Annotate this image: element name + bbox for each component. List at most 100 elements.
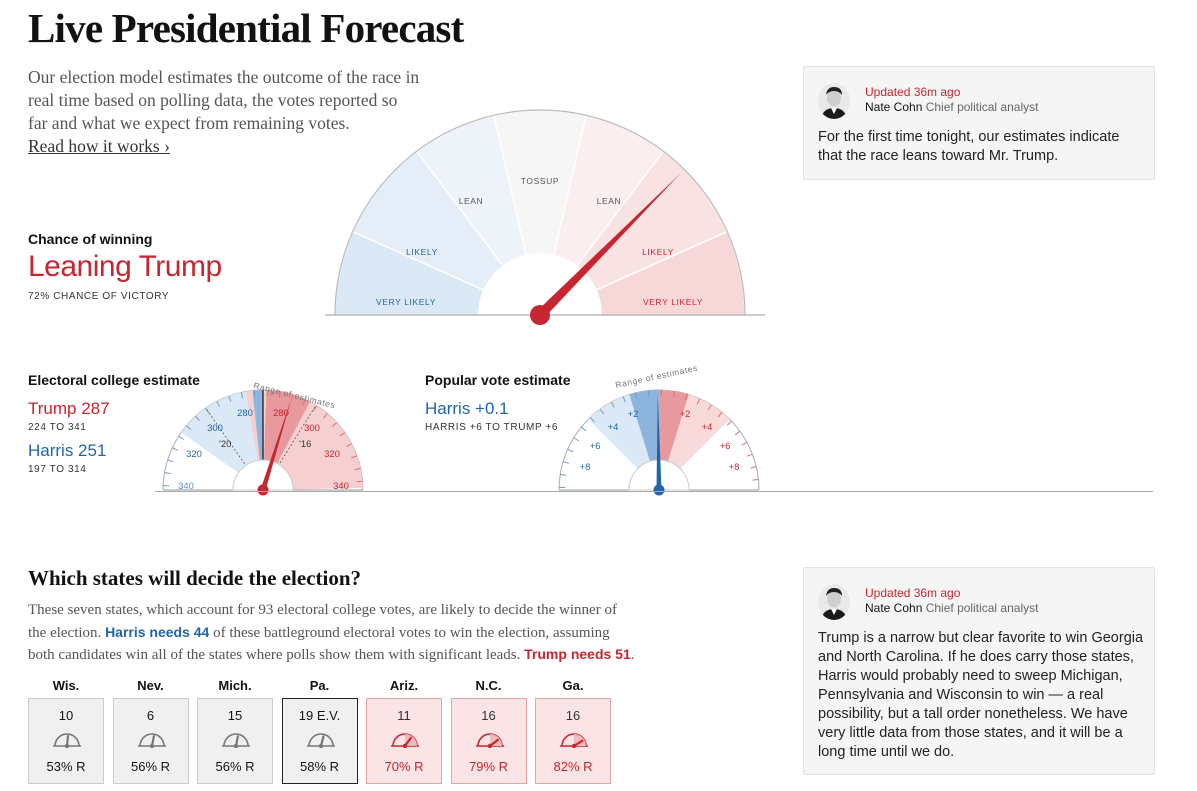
ec-harris-range xyxy=(181,390,263,473)
state-name: Pa. xyxy=(309,678,330,693)
state-name: Nev. xyxy=(137,678,164,693)
state-probability: 58% R xyxy=(299,759,340,774)
state-probability: 56% R xyxy=(215,759,255,774)
pv-tick-mark xyxy=(746,453,753,457)
state-electoral-votes: 6 xyxy=(146,708,155,723)
trump-needs: Trump needs 51 xyxy=(524,646,631,662)
state-card[interactable]: 15 56% R xyxy=(197,698,273,784)
electoral-harris-range: 197 TO 314 xyxy=(28,464,87,475)
mini-gauge-arc xyxy=(54,733,80,747)
intro-line: far and what we expect from remaining vo… xyxy=(28,113,350,133)
pv-tick-dem-8: +8 xyxy=(580,462,591,473)
desc-line: the election. Harris needs 44 of these b… xyxy=(28,622,698,645)
author-avatar xyxy=(818,83,850,119)
range-of-estimates-label: Range of estimates xyxy=(614,363,698,390)
state-card[interactable]: 10 53% R xyxy=(28,698,104,784)
ec-tick-mark xyxy=(228,395,232,402)
pv-tick-mark xyxy=(734,430,741,436)
state-probability: 70% R xyxy=(384,759,424,774)
intro-line: real time based on polling data, the vot… xyxy=(28,90,398,110)
ec-tick-mark xyxy=(290,394,294,401)
author-name: Nate Cohn xyxy=(865,100,923,114)
ec-harris-core xyxy=(252,390,263,461)
ec-tick-mark xyxy=(164,472,171,475)
state-mini-gauge xyxy=(560,733,588,748)
pv-tick-dem-2: +2 xyxy=(628,409,639,420)
gauge-needle xyxy=(536,173,681,319)
pv-trump-core xyxy=(659,390,689,462)
author-name: Nate Cohn xyxy=(865,601,923,615)
electoral-trump-range: 224 TO 341 xyxy=(28,422,87,433)
desc-line: both candidates win all of the states wh… xyxy=(28,644,698,667)
sector-label-tossup: TOSSUP xyxy=(521,176,559,186)
pv-tick-mark xyxy=(648,390,650,397)
popular-heading: Popular vote estimate xyxy=(425,372,571,388)
pv-needle-pivot xyxy=(653,484,665,496)
state-card[interactable]: 16 79% R xyxy=(450,698,527,784)
pv-tick-dem-6: +6 xyxy=(590,441,601,452)
chance-heading: Chance of winning xyxy=(28,231,153,247)
state-card[interactable]: 11 70% R xyxy=(366,698,442,784)
intro-text: Our election model estimates the outcome… xyxy=(28,66,468,158)
pv-tick-mark xyxy=(741,441,748,446)
mini-gauge-arc xyxy=(307,733,334,747)
state-mini-gauge xyxy=(475,733,504,748)
pv-tick-mark xyxy=(599,408,605,415)
ec-needle-pivot xyxy=(257,484,269,496)
desc-line: These seven states, which account for 93… xyxy=(28,602,617,618)
sector-label-lean-rep: LEAN xyxy=(597,196,622,206)
popular-vote-gauge: Range of estimates +2 +4 +6 +8 +2 +4 +6 … xyxy=(558,363,760,496)
ec-tick-mark xyxy=(253,390,256,397)
state-mini-gauge xyxy=(306,733,335,748)
ec-tick-mark xyxy=(302,399,306,406)
pv-tick-mark xyxy=(580,426,587,432)
desc-text: both candidates win all of the states wh… xyxy=(28,647,521,663)
pv-tick-mark xyxy=(562,461,570,464)
states-section-description: These seven states, which account for 93… xyxy=(28,600,698,667)
intro-line: Our election model estimates the outcome… xyxy=(28,67,420,87)
state-name: N.C. xyxy=(475,678,502,693)
author-role: Chief political analyst xyxy=(925,601,1039,615)
needle-pivot xyxy=(530,305,550,325)
update-card: Updated 36m ago Nate Cohn Chief politica… xyxy=(803,66,1155,180)
harris-needs: Harris needs 44 xyxy=(105,623,210,640)
ec-ref-2020: '20 xyxy=(219,439,231,450)
gauge-hub xyxy=(478,253,602,325)
pv-tick-mark xyxy=(610,401,615,408)
state-name: Ga. xyxy=(562,678,584,693)
ec-tick-mark xyxy=(313,405,318,411)
pv-tick-mark xyxy=(573,437,580,442)
state-card[interactable]: 19 E.V. 58% R xyxy=(281,698,358,784)
pv-tick-rep-6: +6 xyxy=(720,441,731,452)
main-forecast-gauge: VERY LIKELY LIKELY LEAN TOSSUP LEAN LIKE… xyxy=(325,109,765,325)
electoral-heading: Electoral college estimate xyxy=(28,372,200,388)
state-card[interactable]: 16 82% R xyxy=(535,698,611,784)
pv-tick-mark xyxy=(589,417,595,423)
author-byline: Nate Cohn Chief political analyst xyxy=(865,601,1038,615)
state-mini-gauge xyxy=(137,733,166,748)
update-card: Updated 36m ago Nate Cohn Chief politica… xyxy=(803,567,1155,775)
popular-value: Harris +0.1 xyxy=(425,399,509,418)
pv-tick-mark xyxy=(622,396,626,403)
ec-tick-dem-320: 320 xyxy=(186,449,202,460)
update-text: Trump is a narrow but clear favorite to … xyxy=(818,630,1144,760)
pv-tick-mark xyxy=(752,479,759,481)
gauge-outline xyxy=(334,109,746,316)
state-probability: 56% R xyxy=(130,759,171,774)
leaning-status: Leaning Trump xyxy=(28,250,222,283)
state-card[interactable]: 6 56% R xyxy=(112,698,189,784)
sector-label-lean-dem: LEAN xyxy=(459,196,484,206)
mini-gauge-pivot xyxy=(402,743,408,748)
state-probability: 53% R xyxy=(46,759,86,774)
desc-text: . xyxy=(630,647,635,663)
ec-tick-mark xyxy=(356,480,363,483)
page-title: Live Presidential Forecast xyxy=(28,5,464,51)
author-role: Chief political analyst xyxy=(925,100,1039,114)
pv-tick-mark xyxy=(726,420,732,426)
read-how-it-works-link[interactable]: Read how it works › xyxy=(28,136,170,156)
ec-tick-mark xyxy=(186,425,192,430)
pv-tick-mark xyxy=(673,391,676,398)
state-mini-gauge xyxy=(53,733,81,748)
pv-tick-mark xyxy=(696,398,701,405)
sector-label-very-likely-rep: VERY LIKELY xyxy=(643,297,703,307)
